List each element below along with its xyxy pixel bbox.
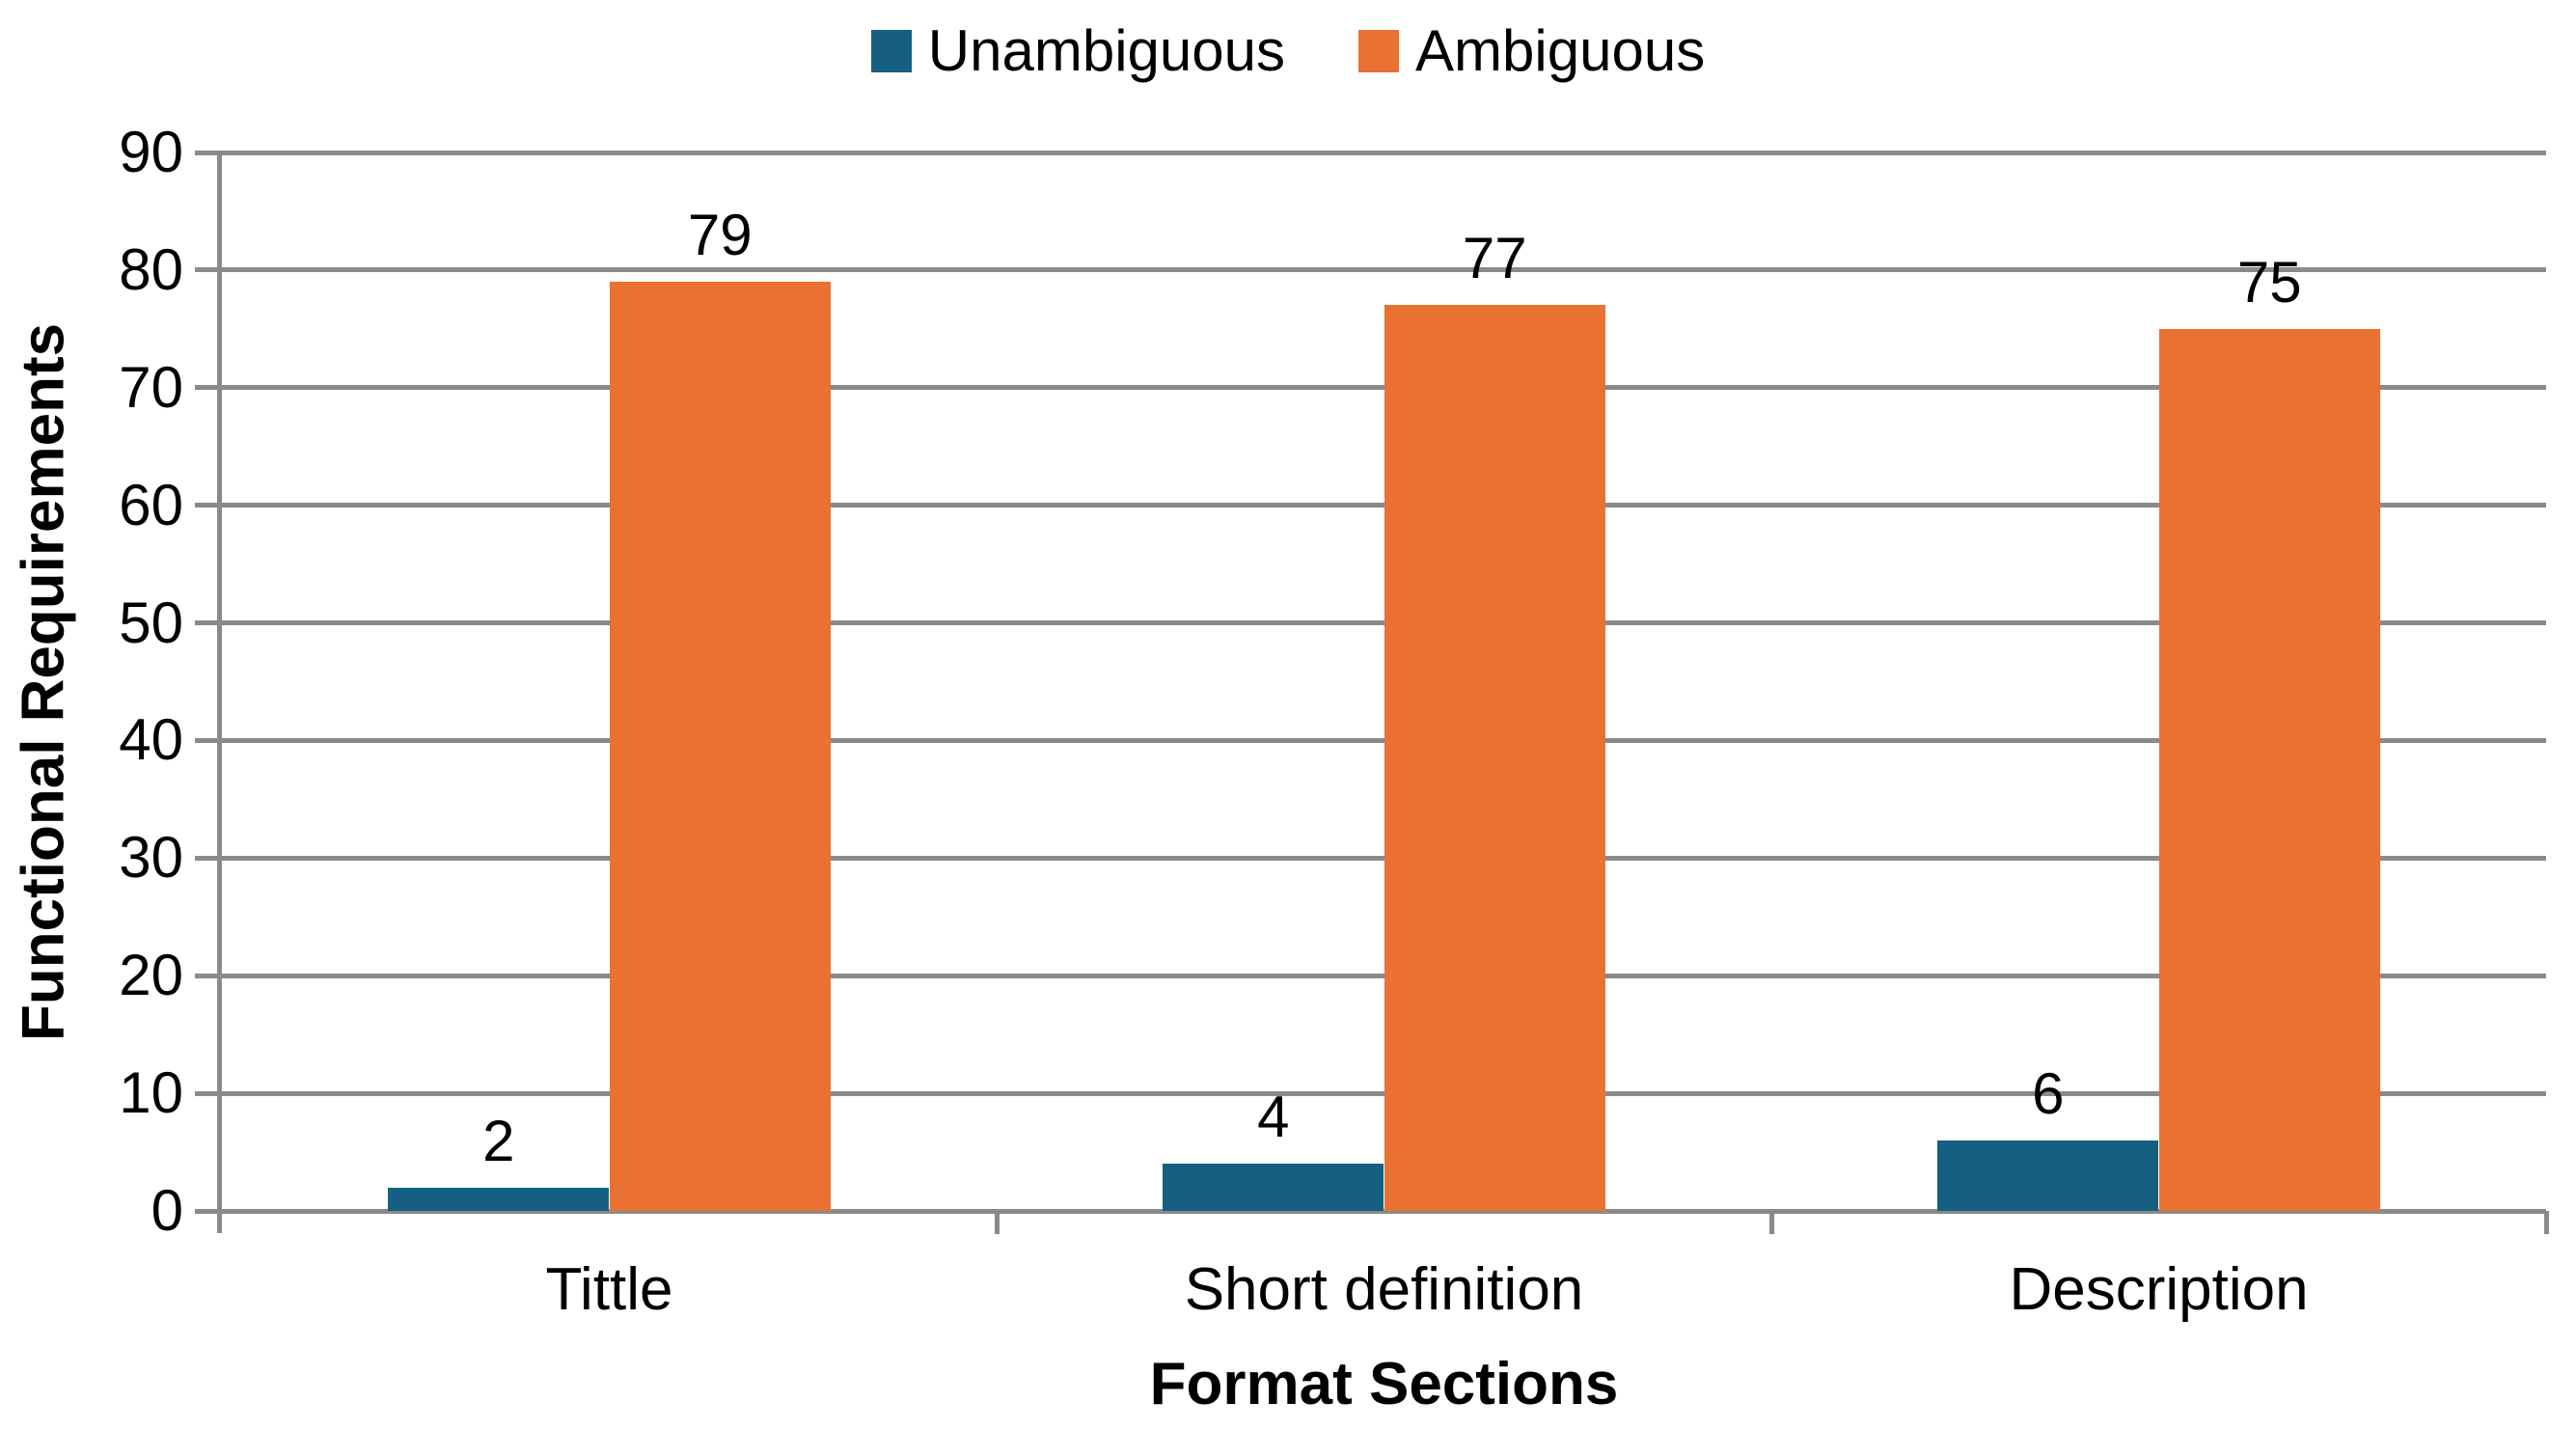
y-tick-label-50: 50	[119, 590, 183, 655]
y-tick-mark-50	[195, 620, 222, 626]
x-tick-mark-2	[1768, 1211, 1774, 1234]
bar-ambiguous-tittle	[609, 282, 831, 1211]
legend-label-ambiguous: Ambiguous	[1415, 18, 1706, 83]
chart-legend: Unambiguous Ambiguous	[0, 19, 2576, 83]
bar-ambiguous-short-definition	[1384, 305, 1605, 1211]
data-label-ambiguous-short-definition: 77	[1462, 226, 1527, 291]
x-tick-mark-1	[994, 1211, 1000, 1234]
x-category-label-description: Description	[2009, 1256, 2309, 1323]
y-tick-label-30: 30	[119, 825, 183, 891]
y-tick-label-90: 90	[119, 120, 183, 184]
y-tick-mark-60	[195, 503, 222, 508]
y-tick-mark-80	[195, 267, 222, 273]
data-label-ambiguous-description: 75	[2236, 249, 2302, 315]
gridline-0	[222, 1208, 2546, 1214]
x-axis-title: Format Sections	[1149, 1351, 1619, 1417]
gridline-90	[222, 150, 2546, 155]
bar-unambiguous-tittle	[388, 1187, 610, 1211]
y-tick-label-60: 60	[119, 472, 183, 537]
data-label-unambiguous-tittle: 2	[482, 1108, 515, 1173]
legend-item-unambiguous: Unambiguous	[870, 18, 1286, 83]
y-tick-mark-70	[195, 385, 222, 391]
y-tick-mark-0	[195, 1208, 222, 1214]
x-tick-mark-3	[2543, 1211, 2549, 1234]
bar-unambiguous-short-definition	[1163, 1164, 1384, 1211]
y-tick-label-10: 10	[119, 1060, 183, 1126]
y-tick-mark-90	[195, 150, 222, 155]
y-axis-line	[217, 152, 222, 1233]
y-tick-label-40: 40	[119, 707, 183, 773]
legend-item-ambiguous: Ambiguous	[1358, 19, 1705, 83]
y-tick-mark-30	[195, 855, 222, 861]
y-tick-mark-10	[195, 1090, 222, 1096]
plot-area: 0 10 20 30 40 50 60 70 80 90 2 4 6 79 77 75	[119, 124, 2549, 1240]
legend-label-unambiguous: Unambiguous	[927, 18, 1286, 83]
y-tick-mark-20	[195, 973, 222, 978]
data-label-unambiguous-description: 6	[2032, 1060, 2065, 1126]
data-label-ambiguous-tittle: 79	[687, 203, 753, 268]
gridline-80	[222, 267, 2546, 273]
data-label-unambiguous-short-definition: 4	[1257, 1085, 1290, 1150]
y-axis-title: Functional Requirements	[10, 322, 77, 1041]
bar-ambiguous-description	[2158, 328, 2380, 1211]
y-tick-label-70: 70	[119, 354, 183, 420]
y-tick-label-80: 80	[119, 236, 183, 302]
y-tick-label-0: 0	[151, 1178, 183, 1243]
legend-swatch-ambiguous-icon	[1358, 30, 1400, 72]
bar-unambiguous-description	[1937, 1140, 2159, 1211]
x-category-label-short-definition: Short definition	[1184, 1256, 1584, 1323]
legend-swatch-unambiguous-icon	[870, 30, 912, 72]
y-tick-mark-40	[195, 737, 222, 743]
y-tick-label-20: 20	[119, 943, 183, 1008]
x-category-label-tittle: Tittle	[545, 1256, 673, 1323]
